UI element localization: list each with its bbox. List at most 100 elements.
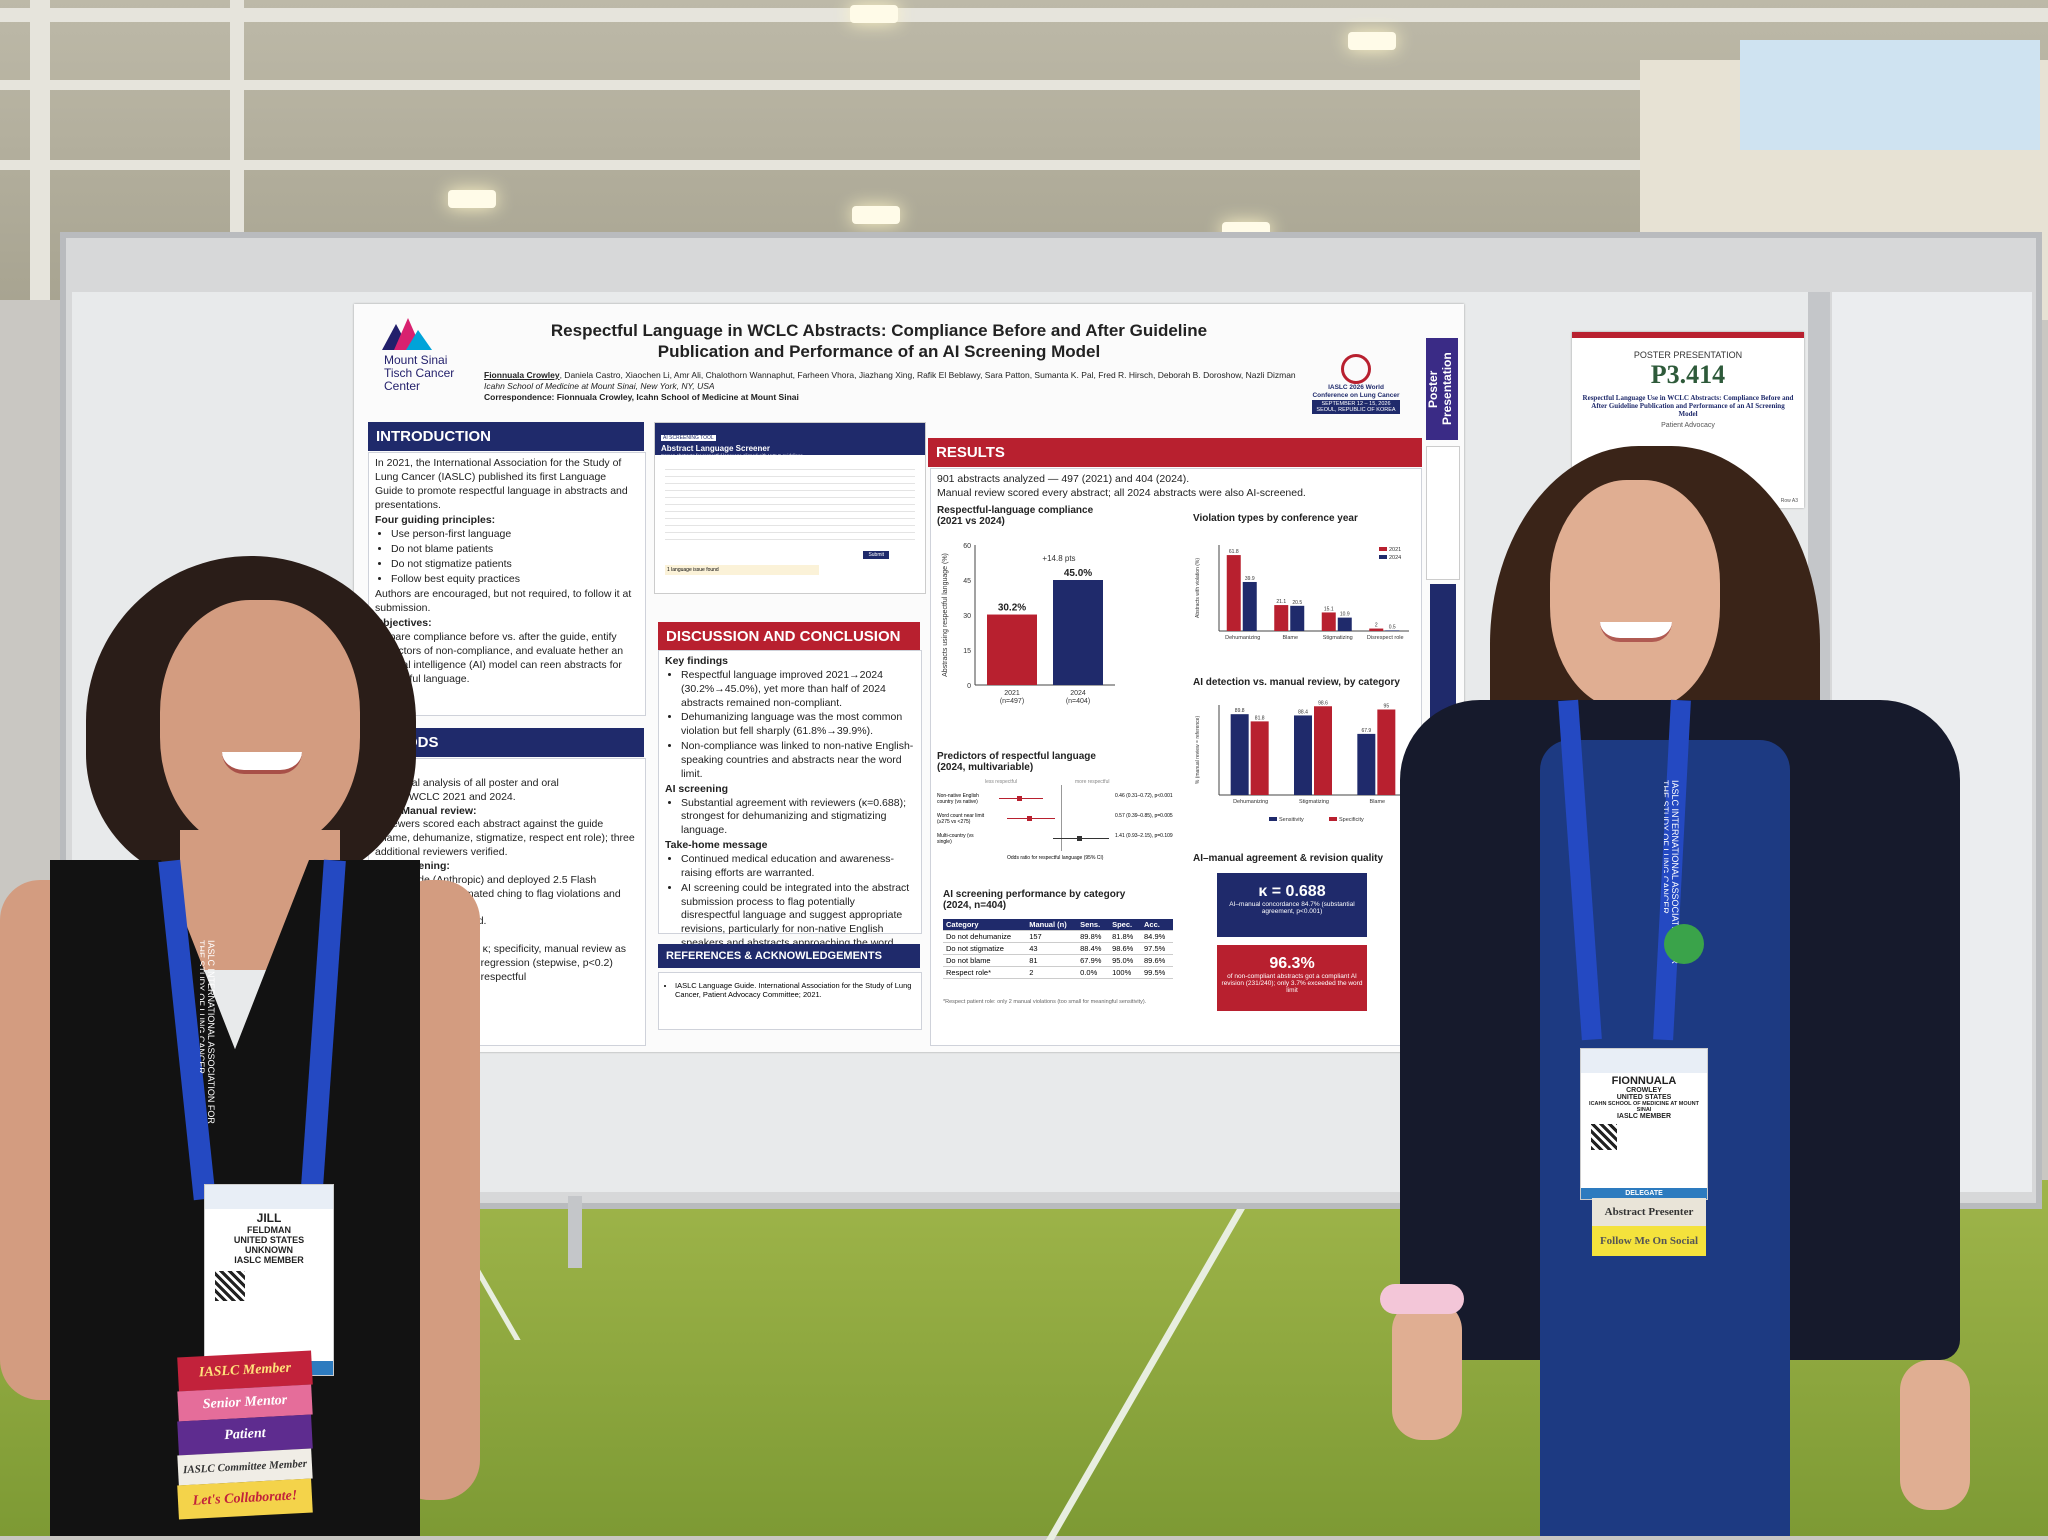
compliance-title-text: Respectful-language compliance: [937, 505, 1094, 516]
x-tick-label: Stigmatizing: [1299, 799, 1329, 805]
bar: [1053, 580, 1103, 685]
x-tick-label: (n=404): [1066, 698, 1090, 705]
forest-point: [1017, 796, 1022, 801]
compliance-chart-title: Respectful-language compliance (2021 vs …: [937, 505, 1093, 527]
results-heading: RESULTS: [928, 438, 1422, 467]
compliance-chart: 0 15 30 45 60 Abstracts using respectful lang…: [942, 543, 1115, 705]
kappa-note: AI–manual concordance 84.7% (substantial…: [1229, 901, 1355, 915]
bar: [1250, 721, 1269, 795]
compliance-subtitle: (2021 vs 2024): [937, 516, 1005, 527]
org-logo: Mount Sinai Tisch Cancer Center: [382, 318, 472, 408]
bar: [1294, 715, 1312, 795]
results-panel: 901 abstracts analyzed — 497 (2021) and …: [930, 468, 1422, 1046]
data-label: 81.8: [1255, 715, 1265, 721]
x-tick-label: Dehumanizing: [1225, 635, 1260, 641]
list-item: Continued medical education and awarenes…: [681, 853, 915, 881]
forest-reference-line: [1061, 785, 1062, 851]
ceiling-lamp: [448, 190, 496, 208]
performance-table: Category Manual (n) Sens. Spec. Acc. Do …: [943, 919, 1173, 979]
forest-plot: less respectful more respectful Non-nati…: [937, 779, 1177, 865]
column-header: Acc.: [1141, 919, 1173, 931]
table-cell: Do not stigmatize: [943, 942, 1027, 955]
table-cell: Respect role*: [943, 966, 1027, 979]
badge-first-name: JILL: [256, 1211, 282, 1225]
table-row: Do not dehumanize 157 89.8% 81.8% 84.9%: [943, 930, 1173, 943]
violation-chart-title: Violation types by conference year: [1193, 513, 1358, 524]
floor-line: [1045, 1200, 1251, 1540]
table-cell: 95.0%: [1109, 954, 1142, 967]
y-axis-label: Abstracts using respectful language (%): [942, 553, 949, 677]
revision-value: 96.3%: [1269, 955, 1315, 972]
methods-line: -sectional analysis of all poster and or…: [375, 776, 559, 789]
x-tick-label: Dehumanizing: [1233, 799, 1268, 805]
y-tick-label: 45: [963, 578, 971, 585]
badge-member: IASLC MEMBER: [1616, 1113, 1672, 1120]
table-cell: 43: [1026, 942, 1078, 955]
hand-left: [1392, 1300, 1462, 1440]
ceiling-lamp: [850, 5, 898, 23]
performance-title-text: AI screening performance by category: [943, 889, 1126, 900]
badge-first-name: FIONNUALA: [1611, 1075, 1677, 1087]
badge-header: [205, 1185, 333, 1209]
legend-swatch: [1379, 547, 1387, 551]
correspondence: Correspondence: Fionnuala Crowley, Icahn…: [484, 392, 799, 403]
principles-list: Use person-first language Do not blame p…: [375, 528, 637, 586]
y-axis-label: Abstracts with violation (%): [1195, 558, 1201, 618]
table-cell: 157: [1026, 930, 1078, 943]
column-header: Sens.: [1077, 919, 1110, 931]
intro-paragraph: In 2021, the International Association f…: [375, 457, 628, 511]
tag-corner: Row A3: [1780, 498, 1798, 504]
x-tick-label: 2021: [1004, 690, 1020, 697]
legend-label: Sensitivity: [1279, 817, 1304, 823]
table-cell: 89.6%: [1141, 954, 1173, 967]
badge-role: DELEGATE: [1581, 1188, 1707, 1199]
performance-note: *Respect patient role: only 2 manual vio…: [943, 999, 1147, 1005]
ribbons-right: Abstract Presenter Follow Me On Social: [1592, 1198, 1706, 1256]
discussion-heading: DISCUSSION AND CONCLUSION: [658, 622, 920, 651]
affiliation: Icahn School of Medicine at Mount Sinai,…: [484, 381, 715, 392]
data-label: 15.1: [1324, 606, 1334, 612]
qr-code-icon: [1591, 1124, 1617, 1150]
badge-org: UNKNOWN: [245, 1245, 293, 1255]
lanyard-text: IASLC INTERNATIONAL ASSOCIATION FOR THE …: [1664, 780, 1680, 964]
tag-top-stripe: [1572, 332, 1804, 338]
list-item: Do not blame patients: [391, 543, 637, 557]
bar: [1242, 581, 1257, 631]
lead-author: Fionnuala Crowley: [484, 370, 560, 380]
screener-screenshot: AI SCREENING TOOL Abstract Language Scre…: [654, 422, 926, 594]
bar: [1385, 630, 1400, 631]
forest-row-value: 1.41 (0.93–2.15), p=0.109: [1115, 833, 1173, 839]
data-label: 39.9: [1245, 576, 1255, 582]
x-tick-label: Stigmatizing: [1323, 635, 1353, 641]
window: [1740, 40, 2040, 150]
badge-last-name: FELDMAN: [247, 1225, 291, 1235]
list-item: Use person-first language: [391, 528, 637, 542]
references-list: IASLC Language Guide. International Asso…: [659, 981, 921, 1000]
list-item: Follow best equity practices: [391, 573, 637, 587]
ribbon: Follow Me On Social: [1592, 1226, 1706, 1256]
name-badge-left: JILL FELDMAN UNITED STATES UNKNOWN IASLC…: [204, 1184, 334, 1376]
results-summary: 901 abstracts analyzed — 497 (2021) and …: [937, 473, 1407, 501]
person-right: IASLC INTERNATIONAL ASSOCIATION FOR THE …: [1380, 0, 2020, 1536]
table-row: Do not stigmatize 43 88.4% 98.6% 97.5%: [943, 942, 1173, 955]
poster: Mount Sinai Tisch Cancer Center Respectf…: [354, 304, 1464, 1052]
coauthors: , Daniela Castro, Xiaochen Li, Amr Ali, …: [559, 370, 1296, 380]
x-tick-label: Blame: [1370, 799, 1386, 805]
table-row: Respect role* 2 0.0% 100% 99.5%: [943, 966, 1173, 979]
bar: [1321, 612, 1336, 631]
bar: [1274, 605, 1289, 631]
kappa-box: κ = 0.688 AI–manual concordance 84.7% (s…: [1217, 873, 1367, 937]
table-cell: 2: [1026, 966, 1078, 979]
person-left: IASLC INTERNATIONAL ASSOCIATION FOR THE …: [0, 0, 520, 1536]
forest-row-label: Non-native English country (vs native): [937, 793, 979, 806]
badge-country: UNITED STATES: [1616, 1094, 1672, 1101]
data-label: 98.6: [1318, 700, 1328, 706]
x-tick-label: Disrespect role: [1367, 635, 1404, 641]
list-item: Substantial agreement with reviewers (κ=…: [681, 797, 915, 839]
table-cell: Do not dehumanize: [943, 930, 1027, 943]
table-cell: 98.6%: [1109, 942, 1142, 955]
ceiling-lamp: [1348, 32, 1396, 50]
badge-org: ICAHN SCHOOL OF MEDICINE AT MOUNT SINAI: [1589, 1101, 1699, 1113]
hand-right: [1900, 1360, 1970, 1510]
bar: [1314, 706, 1332, 795]
